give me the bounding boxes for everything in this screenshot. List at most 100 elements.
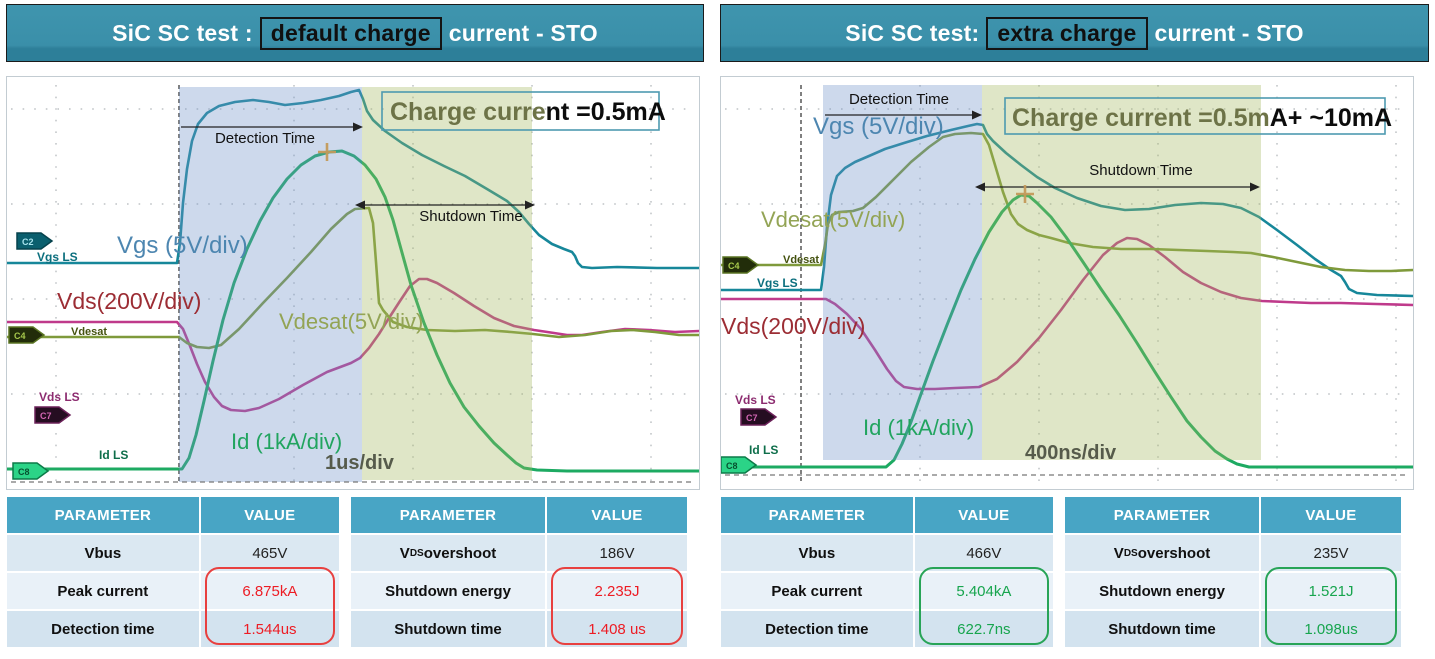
channel-ls-label: Vds LS	[735, 393, 776, 407]
parameter-tables-extra: PARAMETER VALUE Vbus 466V Peak current 5.404k…	[720, 496, 1429, 648]
channel-ls-label: Id LS	[99, 448, 128, 462]
value-cell: 466V	[913, 534, 1054, 572]
trace-scale-label: Id (1kA/div)	[231, 429, 342, 454]
trace-scale-label: Id (1kA/div)	[863, 415, 974, 440]
subscript: DS	[1123, 547, 1138, 559]
value-cell: 1.544us	[199, 610, 340, 648]
cursor-cross-icon	[318, 143, 336, 161]
channel-ls-label: Vds LS	[39, 390, 80, 404]
parameter-cell: V DS overshoot	[1064, 534, 1261, 572]
table-row: V DS overshoot 186V	[350, 534, 688, 572]
trace-scale-label: 400ns/div	[1025, 442, 1117, 464]
value-cell: 1.521J	[1260, 572, 1402, 610]
column-header-parameter: PARAMETER	[350, 496, 547, 534]
vdesat-trace	[721, 131, 1413, 273]
vdesat-trace	[7, 206, 699, 350]
channel-marker-text: C7	[40, 411, 52, 421]
title-boxed: extra charge	[986, 16, 1148, 50]
parameter-cell: V DS overshoot	[350, 534, 547, 572]
table-row: Peak current 6.875kA	[6, 572, 340, 610]
trace-scale-label: Vdesat(5V/div)	[279, 309, 423, 334]
table-header-row: PARAMETER VALUE	[6, 496, 340, 534]
table-row: Peak current 5.404kA	[720, 572, 1054, 610]
channel-marker-text: C8	[726, 461, 738, 471]
channel-marker-c8-icon	[721, 456, 758, 474]
channel-marker-text: C7	[746, 413, 758, 423]
vgs-trace	[7, 88, 699, 270]
value-cell: 1.408 us	[546, 610, 688, 648]
value-cell: 465V	[199, 534, 340, 572]
value-cell: 235V	[1260, 534, 1402, 572]
table-header-row: PARAMETER VALUE	[720, 496, 1054, 534]
detection-region	[823, 85, 982, 460]
parameter-cell: Shutdown energy	[1064, 572, 1261, 610]
title-pre: SiC SC test :	[112, 19, 253, 46]
charge-current-box	[1004, 97, 1386, 135]
channel-marker-text: C4	[728, 261, 740, 271]
vds-trace	[721, 236, 1413, 391]
table-row: Shutdown energy 1.521J	[1064, 572, 1402, 610]
channel-marker-c8-icon	[12, 462, 50, 480]
arrowhead	[355, 200, 365, 210]
table-row: Vbus 466V	[720, 534, 1054, 572]
arrowhead	[525, 200, 535, 210]
parameter-cell: Shutdown time	[350, 610, 547, 648]
arrowhead	[1250, 182, 1260, 192]
value-cell: 5.404kA	[913, 572, 1054, 610]
channel-marker-c7-icon	[740, 408, 778, 426]
charge-current-label: Charge current =0.5mA	[390, 98, 666, 126]
column-header-value: VALUE	[546, 496, 688, 534]
title-post: current - STO	[448, 19, 598, 46]
column-header-value: VALUE	[913, 496, 1054, 534]
value-cell: 6.875kA	[199, 572, 340, 610]
vgs-trace	[721, 122, 1413, 298]
trace-scale-label: Vgs (5V/div)	[813, 113, 944, 140]
panel-title-default: SiC SC test : default charge current - S…	[6, 4, 704, 62]
table-header-row: PARAMETER VALUE	[1064, 496, 1402, 534]
column-header-value: VALUE	[199, 496, 340, 534]
oscilloscope-plot-default: Detection Time Shutdown Time Charge curre…	[6, 76, 700, 490]
annotation-label: Detection Time	[849, 91, 949, 108]
table-row: Detection time 1.544us	[6, 610, 340, 648]
table-row: Vbus 465V	[6, 534, 340, 572]
trace-scale-label: Vgs (5V/div)	[117, 232, 248, 259]
id-trace	[721, 193, 1413, 469]
title-pre: SiC SC test:	[845, 19, 980, 46]
parameter-cell: Peak current	[6, 572, 200, 610]
panel-extra-charge: SiC SC test: extra charge current - STO …	[716, 0, 1433, 659]
channel-ls-label: Vdesat	[71, 326, 107, 338]
scope-svg: Detection Time Shutdown Time Charge curre…	[7, 85, 699, 483]
column-header-parameter: PARAMETER	[1064, 496, 1261, 534]
shutdown-region	[982, 85, 1261, 460]
parameter-cell: Shutdown time	[1064, 610, 1261, 648]
trace-scale-label: Vds(200V/div)	[721, 313, 865, 339]
charge-current-box	[381, 91, 660, 131]
channel-marker-text: C4	[14, 331, 26, 341]
column-header-parameter: PARAMETER	[720, 496, 914, 534]
channel-marker-text: C2	[22, 237, 34, 247]
channel-marker-c4-icon	[722, 256, 760, 274]
table-row: Shutdown time 1.408 us	[350, 610, 688, 648]
shutdown-region	[362, 87, 532, 480]
annotation-label: Detection Time	[215, 130, 315, 147]
panel-default-charge: SiC SC test : default charge current - S…	[2, 0, 708, 659]
channel-marker-c7-icon	[34, 406, 72, 424]
value-cell: 1.098us	[1260, 610, 1402, 648]
channel-ls-label: Vdesat	[783, 254, 819, 266]
id-trace	[7, 149, 699, 473]
table-row: V DS overshoot 235V	[1064, 534, 1402, 572]
cursor-cross-icon	[1016, 185, 1034, 203]
column-header-value: VALUE	[1260, 496, 1402, 534]
parameter-cell: Detection time	[6, 610, 200, 648]
parameter-tables-default: PARAMETER VALUE Vbus 465V Peak current 6.875k…	[6, 496, 704, 648]
parameter-table: PARAMETER VALUE V DS overshoot 186V Shutdown …	[350, 496, 688, 648]
arrowhead	[972, 110, 982, 120]
charge-current-label: Charge current =0.5mA+ ~10mA	[1012, 104, 1392, 132]
panel-title-extra: SiC SC test: extra charge current - STO	[720, 4, 1429, 62]
parameter-cell: Peak current	[720, 572, 914, 610]
annotation-label: Shutdown Time	[1089, 162, 1192, 179]
arrowhead	[353, 122, 363, 132]
channel-ls-label: Id LS	[749, 443, 778, 457]
channel-ls-label: Vgs LS	[757, 276, 798, 290]
scope-svg: Detection Time Shutdown Time Charge curre…	[721, 85, 1413, 483]
